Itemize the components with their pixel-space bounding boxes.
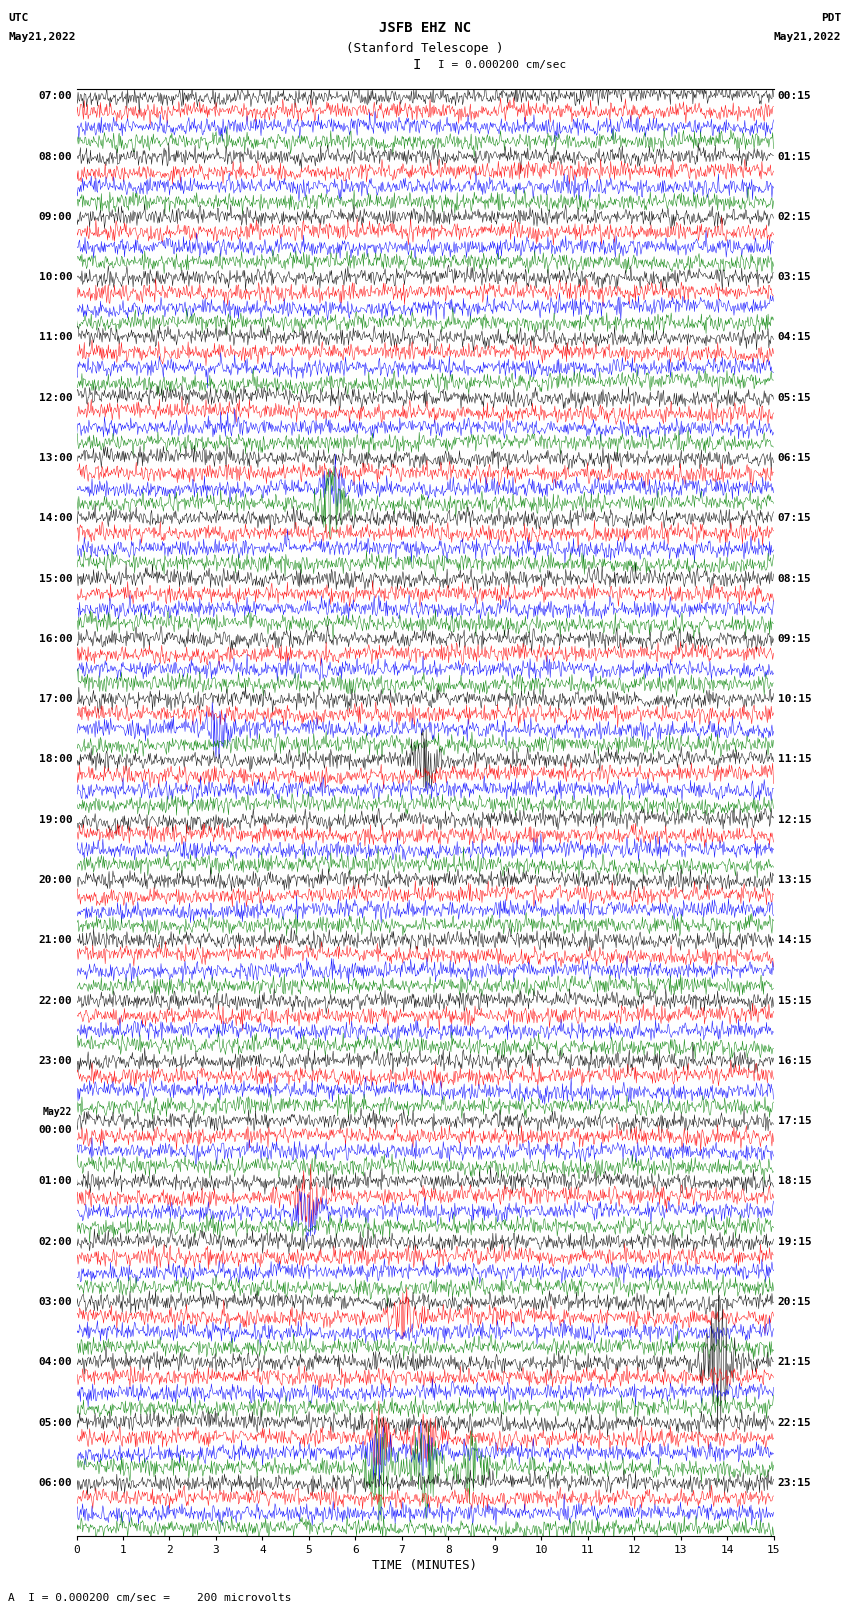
Text: 02:00: 02:00 [38, 1237, 72, 1247]
Text: 04:15: 04:15 [778, 332, 812, 342]
Text: 00:00: 00:00 [38, 1126, 72, 1136]
Text: 03:15: 03:15 [778, 273, 812, 282]
Text: 13:15: 13:15 [778, 874, 812, 886]
Text: 15:15: 15:15 [778, 995, 812, 1005]
Text: 09:00: 09:00 [38, 211, 72, 223]
Text: 12:15: 12:15 [778, 815, 812, 824]
Text: 20:00: 20:00 [38, 874, 72, 886]
Text: 23:15: 23:15 [778, 1478, 812, 1487]
Text: 15:00: 15:00 [38, 574, 72, 584]
Text: 07:15: 07:15 [778, 513, 812, 523]
Text: 20:15: 20:15 [778, 1297, 812, 1307]
Text: 01:00: 01:00 [38, 1176, 72, 1187]
Text: 08:15: 08:15 [778, 574, 812, 584]
Text: 11:00: 11:00 [38, 332, 72, 342]
Text: 14:00: 14:00 [38, 513, 72, 523]
Text: 11:15: 11:15 [778, 755, 812, 765]
Text: 08:00: 08:00 [38, 152, 72, 161]
Text: 00:15: 00:15 [778, 92, 812, 102]
Text: I = 0.000200 cm/sec: I = 0.000200 cm/sec [438, 60, 566, 69]
Text: 02:15: 02:15 [778, 211, 812, 223]
Text: 19:15: 19:15 [778, 1237, 812, 1247]
Text: 05:00: 05:00 [38, 1418, 72, 1428]
Text: 10:15: 10:15 [778, 694, 812, 705]
Text: 14:15: 14:15 [778, 936, 812, 945]
Text: May21,2022: May21,2022 [774, 32, 842, 42]
Text: 18:00: 18:00 [38, 755, 72, 765]
Text: PDT: PDT [821, 13, 842, 23]
Text: 22:15: 22:15 [778, 1418, 812, 1428]
Text: 19:00: 19:00 [38, 815, 72, 824]
Text: (Stanford Telescope ): (Stanford Telescope ) [346, 42, 504, 55]
Text: UTC: UTC [8, 13, 29, 23]
Text: 12:00: 12:00 [38, 392, 72, 403]
Text: 07:00: 07:00 [38, 92, 72, 102]
Text: May22: May22 [42, 1107, 72, 1118]
Text: 16:00: 16:00 [38, 634, 72, 644]
Text: 09:15: 09:15 [778, 634, 812, 644]
X-axis label: TIME (MINUTES): TIME (MINUTES) [372, 1558, 478, 1571]
Text: 01:15: 01:15 [778, 152, 812, 161]
Text: 06:00: 06:00 [38, 1478, 72, 1487]
Text: 13:00: 13:00 [38, 453, 72, 463]
Text: A  I = 0.000200 cm/sec =    200 microvolts: A I = 0.000200 cm/sec = 200 microvolts [8, 1594, 292, 1603]
Text: 23:00: 23:00 [38, 1057, 72, 1066]
Text: 21:15: 21:15 [778, 1357, 812, 1368]
Text: JSFB EHZ NC: JSFB EHZ NC [379, 21, 471, 35]
Text: 06:15: 06:15 [778, 453, 812, 463]
Text: 03:00: 03:00 [38, 1297, 72, 1307]
Text: 16:15: 16:15 [778, 1057, 812, 1066]
Text: 05:15: 05:15 [778, 392, 812, 403]
Text: 21:00: 21:00 [38, 936, 72, 945]
Text: 17:15: 17:15 [778, 1116, 812, 1126]
Text: 04:00: 04:00 [38, 1357, 72, 1368]
Text: May21,2022: May21,2022 [8, 32, 76, 42]
Text: I: I [412, 58, 421, 71]
Text: 22:00: 22:00 [38, 995, 72, 1005]
Text: 17:00: 17:00 [38, 694, 72, 705]
Text: 10:00: 10:00 [38, 273, 72, 282]
Text: 18:15: 18:15 [778, 1176, 812, 1187]
